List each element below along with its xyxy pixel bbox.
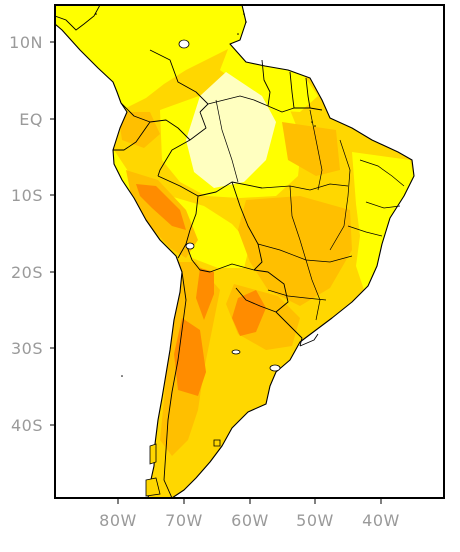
lon-label-50w: 50W	[296, 511, 334, 530]
lon-label-80w: 80W	[99, 511, 137, 530]
lat-label-40s: 40S	[11, 416, 43, 435]
lake-patos	[269, 364, 281, 372]
state-border-g	[359, 159, 405, 187]
island-6	[311, 121, 313, 123]
border-bolivia-chile	[185, 243, 211, 273]
latitude-ticks	[50, 41, 55, 426]
longitude-ticks	[117, 498, 382, 504]
border-uruguay-brazil	[299, 333, 319, 347]
state-border-b	[309, 109, 323, 191]
central-america-land	[55, 5, 101, 31]
caribbean-islands	[95, 13, 316, 377]
colombia-orange-region	[118, 112, 160, 148]
lat-label-10n: 10N	[9, 33, 43, 52]
border-argentina-chile	[163, 271, 187, 498]
island-2	[245, 21, 247, 23]
andes-dark-orange-north	[196, 268, 214, 320]
north-yellow-region	[55, 5, 246, 108]
longitude-labels: 80W 70W 60W 50W 40W	[99, 511, 400, 530]
continent-outline	[55, 5, 415, 498]
border-guyana-suriname	[289, 71, 295, 109]
lat-label-30s: 30S	[11, 339, 43, 358]
border-venezuela-brazil	[207, 95, 269, 107]
border-colombia-venezuela	[149, 49, 209, 113]
state-borders	[215, 99, 405, 321]
north-brazil-orange-region	[282, 122, 340, 176]
falkland-coast-fragment	[213, 439, 221, 447]
map-layers	[55, 5, 444, 498]
island-5	[121, 375, 123, 377]
border-colombia-brazil	[157, 111, 207, 177]
border-bolivia-argentina-paraguay	[209, 263, 255, 273]
state-border-i	[347, 225, 383, 237]
lake-titicaca	[185, 242, 195, 250]
island-3	[237, 33, 239, 35]
andes-dark-orange-south	[174, 318, 206, 396]
island-1	[243, 13, 245, 15]
lakes	[178, 39, 281, 372]
tierra-del-fuego-islands	[145, 477, 161, 497]
lake-maracaibo	[178, 39, 190, 49]
lat-label-10s: 10S	[11, 186, 43, 205]
latitude-labels: 10N EQ 10S 20S 30S 40S	[9, 33, 43, 435]
state-border-c	[329, 139, 351, 251]
lat-label-20s: 20S	[11, 263, 43, 282]
lon-label-60w: 60W	[231, 511, 269, 530]
lon-label-70w: 70W	[165, 511, 203, 530]
border-ecuador-peru	[113, 121, 151, 151]
state-border-a	[261, 183, 349, 191]
border-argentina-brazil-uruguay	[275, 311, 303, 347]
paraguay-dark-orange-region	[232, 290, 266, 336]
border-guianas-brazil	[267, 105, 323, 113]
central-america	[55, 5, 101, 31]
border-bolivia-brazil	[231, 181, 263, 271]
border-suriname-guiana	[305, 77, 311, 109]
chiloe-island	[149, 443, 157, 465]
amazon-pale-region	[186, 72, 276, 188]
island-7	[314, 125, 316, 127]
border-peru-bolivia	[177, 195, 199, 259]
border-venezuela-guyana	[261, 59, 271, 107]
lat-label-eq: EQ	[19, 110, 43, 129]
state-border-f	[305, 259, 321, 321]
central-brazil-orange-region	[238, 196, 352, 306]
country-borders	[113, 49, 323, 498]
border-paraguay	[235, 269, 289, 313]
state-border-h	[365, 201, 401, 209]
peru-dark-orange-region	[136, 184, 186, 230]
southern-islands	[145, 439, 221, 497]
island-4	[95, 13, 97, 15]
state-border-d	[289, 185, 307, 261]
state-border-j	[267, 289, 327, 301]
border-colombia-ecuador-peru	[120, 102, 191, 141]
lon-label-40w: 40W	[362, 511, 400, 530]
east-coast-yellow-region	[352, 152, 414, 290]
border-peru-brazil	[157, 175, 263, 197]
lake-mar-chiquita	[231, 349, 241, 355]
state-border-k	[215, 99, 239, 183]
